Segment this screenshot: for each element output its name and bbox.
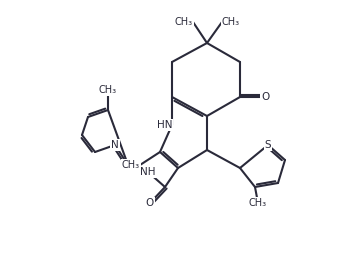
Text: O: O [146, 198, 154, 208]
Text: HN: HN [157, 120, 172, 130]
Text: S: S [265, 140, 271, 150]
Text: N: N [111, 140, 119, 150]
Text: CH₃: CH₃ [122, 160, 140, 170]
Text: CH₃: CH₃ [249, 198, 267, 208]
Text: CH₃: CH₃ [175, 17, 193, 27]
Text: CH₃: CH₃ [222, 17, 240, 27]
Text: O: O [261, 92, 269, 102]
Text: CH₃: CH₃ [99, 85, 117, 95]
Text: NH: NH [140, 167, 156, 177]
